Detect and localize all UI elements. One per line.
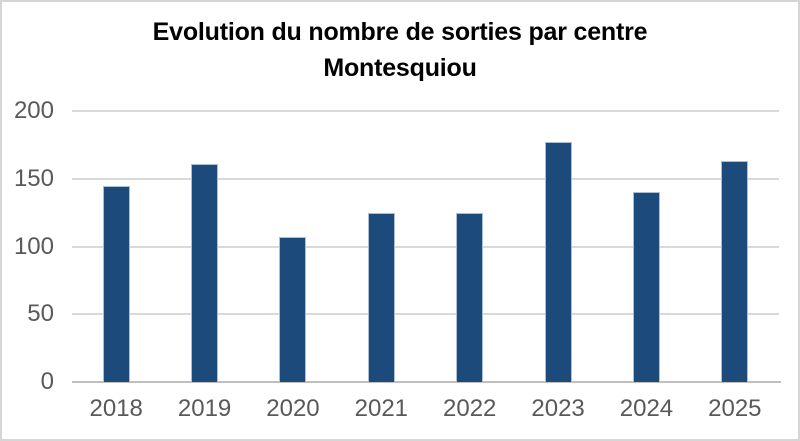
- bar-2022: [456, 212, 484, 382]
- x-tick-label: 2018: [89, 395, 143, 422]
- gridline-y-100: [72, 245, 779, 248]
- gridline-y-150: [72, 177, 779, 180]
- y-tick-label: 0: [40, 368, 54, 395]
- x-axis-line: [72, 381, 781, 383]
- x-tick-label: 2021: [354, 395, 409, 422]
- bar-2021: [367, 212, 395, 382]
- gridline-y-50: [72, 313, 779, 316]
- x-tick-label: 2025: [708, 395, 762, 422]
- x-tick-label: 2022: [442, 395, 497, 422]
- y-tick-label: 50: [27, 300, 54, 328]
- x-tick-label: 2019: [177, 395, 232, 422]
- chart-title-line-2: Montesquiou: [323, 54, 477, 82]
- bar-2023: [544, 142, 572, 382]
- x-tick-label: 2020: [266, 395, 320, 422]
- y-tick-label: 100: [13, 232, 54, 260]
- y-tick-label: 150: [13, 164, 54, 192]
- bar-2025: [721, 161, 749, 382]
- x-tick-label: 2023: [531, 395, 585, 422]
- bar-2024: [632, 192, 660, 382]
- bar-2018: [102, 185, 130, 382]
- chart-title-line-1: Evolution du nombre de sorties par centr…: [152, 18, 648, 46]
- gridline-y-200: [72, 110, 779, 112]
- chart-title: Evolution du nombre de sorties par centr…: [2, 14, 798, 86]
- bar-2019: [191, 163, 219, 382]
- bar-2020: [279, 237, 307, 382]
- y-tick-label: 200: [13, 97, 54, 124]
- x-tick-label: 2024: [619, 395, 674, 422]
